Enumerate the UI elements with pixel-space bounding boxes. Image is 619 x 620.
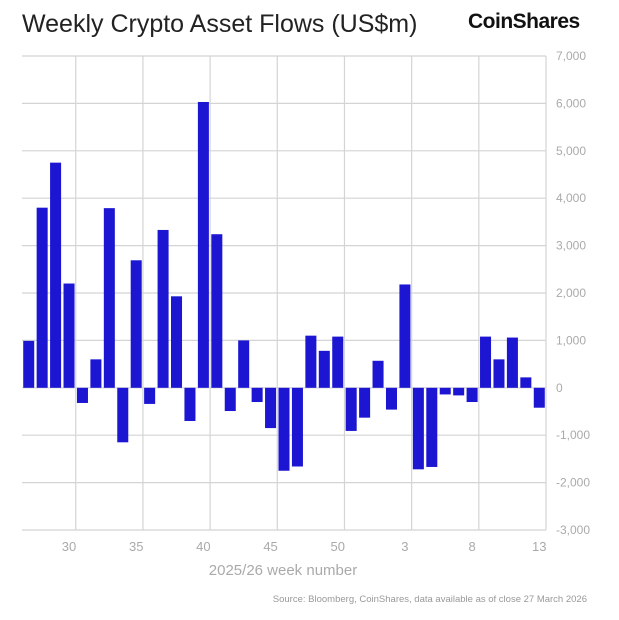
bar-week-28 [36, 207, 48, 388]
bar-week-41 [211, 234, 223, 388]
bar-week-11 [506, 337, 518, 388]
x-tick-label: 50 [331, 539, 345, 554]
x-tick-label: 30 [62, 539, 76, 554]
bar-week-5 [426, 387, 438, 467]
bar-week-44 [251, 387, 263, 403]
bar-week-39 [184, 387, 196, 421]
y-tick-label: 7,000 [556, 49, 586, 63]
y-tick-label: 4,000 [556, 191, 586, 205]
bar-week-6 [439, 387, 451, 395]
y-tick-label: 0 [556, 381, 563, 395]
bar-week-49 [318, 350, 330, 388]
bar-week-2 [385, 387, 397, 410]
y-tick-label: 5,000 [556, 144, 586, 158]
bar-week-1 [372, 360, 384, 388]
x-tick-label: 45 [263, 539, 277, 554]
bar-week-29 [50, 162, 62, 388]
bar-week-4 [412, 387, 424, 470]
bar-week-40 [197, 101, 209, 388]
bar-week-48 [305, 335, 317, 388]
bar-week-47 [291, 387, 303, 467]
x-tick-label: 8 [468, 539, 475, 554]
x-tick-label: 35 [129, 539, 143, 554]
coinshares-logo: CoinShares [468, 10, 580, 33]
bar-week-12 [520, 377, 532, 388]
chart-title: Weekly Crypto Asset Flows (US$m) [22, 10, 418, 38]
bar-week-36 [144, 387, 156, 404]
x-axis-label: 2025/26 week number [209, 562, 357, 579]
bar-week-30 [63, 283, 75, 388]
bar-week-51 [345, 387, 357, 431]
bar-week-8 [466, 387, 478, 403]
bar-week-50 [332, 336, 344, 388]
y-tick-label: 2,000 [556, 286, 586, 300]
y-tick-label: -2,000 [556, 476, 590, 490]
bar-week-45 [265, 387, 277, 429]
x-tick-label: 3 [401, 539, 408, 554]
y-tick-label: 1,000 [556, 333, 586, 347]
bar-week-32 [90, 359, 102, 388]
bar-week-35 [130, 260, 142, 388]
bar-week-52 [359, 387, 371, 418]
bar-week-33 [103, 208, 115, 388]
bar-week-31 [76, 387, 88, 403]
bar-week-42 [224, 387, 236, 412]
bar-week-27 [23, 340, 35, 388]
y-tick-label: 3,000 [556, 239, 586, 253]
bar-week-9 [480, 336, 492, 388]
bar-week-10 [493, 359, 505, 388]
x-tick-label: 13 [532, 539, 546, 554]
bar-week-46 [278, 387, 290, 471]
bar-week-34 [117, 387, 129, 443]
source-note: Source: Bloomberg, CoinShares, data avai… [272, 594, 587, 605]
bar-week-13 [533, 387, 545, 408]
bar-week-3 [399, 284, 411, 388]
y-tick-label: 6,000 [556, 96, 586, 110]
bar-week-38 [171, 296, 183, 388]
x-tick-label: 40 [196, 539, 210, 554]
y-tick-label: -1,000 [556, 428, 590, 442]
y-tick-label: -3,000 [556, 523, 590, 537]
bar-week-37 [157, 229, 169, 388]
bar-week-43 [238, 340, 250, 388]
bar-week-7 [453, 387, 465, 396]
